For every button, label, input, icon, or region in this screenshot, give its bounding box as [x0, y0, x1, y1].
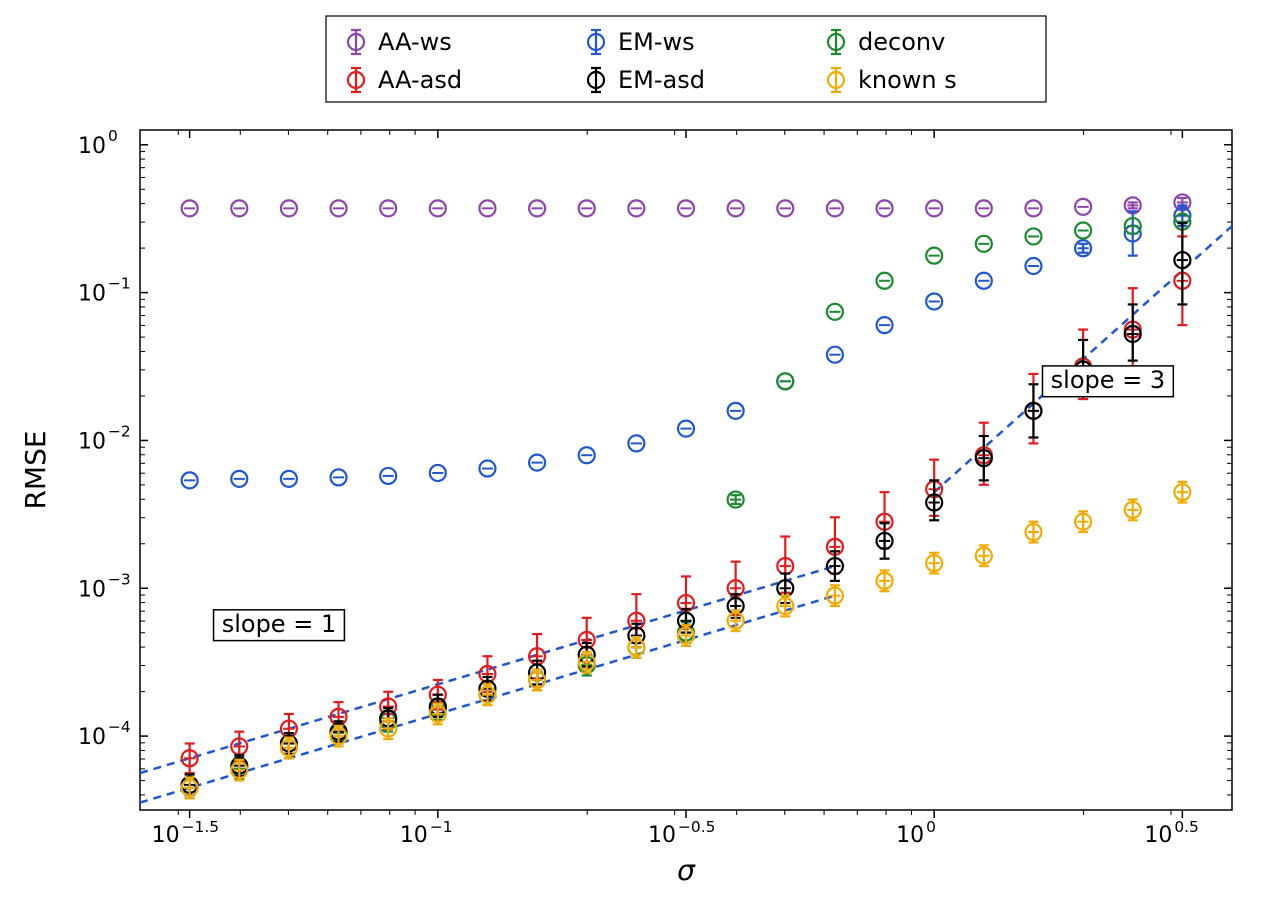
- svg-text:−0.5: −0.5: [678, 818, 715, 836]
- svg-text:−4: −4: [108, 718, 131, 736]
- svg-text:0: 0: [108, 127, 118, 145]
- svg-text:10: 10: [78, 282, 106, 307]
- svg-text:0: 0: [926, 818, 936, 836]
- legend-label: AA-ws: [378, 28, 452, 56]
- svg-text:10: 10: [648, 823, 676, 848]
- svg-text:10: 10: [1144, 823, 1172, 848]
- svg-text:−3: −3: [108, 570, 131, 588]
- svg-text:slope = 1: slope = 1: [222, 610, 337, 638]
- legend-label: deconv: [858, 28, 945, 56]
- svg-text:10: 10: [400, 823, 428, 848]
- legend: AA-ws EM-ws deconv AA-asd EM-asd known s: [326, 16, 1046, 102]
- x-axis-label: σ: [677, 854, 696, 887]
- svg-text:−2: −2: [108, 422, 131, 440]
- legend-label: known s: [858, 66, 957, 94]
- svg-text:0.5: 0.5: [1174, 818, 1198, 836]
- svg-text:−1: −1: [430, 818, 453, 836]
- svg-text:10: 10: [896, 823, 924, 848]
- svg-text:slope = 3: slope = 3: [1051, 366, 1166, 394]
- svg-text:10: 10: [78, 725, 106, 750]
- chart-container: 10−1.510−110−0.5100100.510−410−310−210−1…: [0, 0, 1262, 900]
- legend-label: AA-asd: [378, 66, 462, 94]
- svg-text:10: 10: [152, 823, 180, 848]
- legend-label: EM-asd: [618, 66, 705, 94]
- legend-label: EM-ws: [618, 28, 695, 56]
- chart-svg: 10−1.510−110−0.5100100.510−410−310−210−1…: [0, 0, 1262, 900]
- svg-text:−1.5: −1.5: [182, 818, 219, 836]
- svg-text:−1: −1: [108, 275, 131, 293]
- annotation: slope = 1: [214, 610, 345, 641]
- svg-text:10: 10: [78, 134, 106, 159]
- svg-text:10: 10: [78, 577, 106, 602]
- y-axis-label: RMSE: [19, 430, 52, 509]
- svg-text:10: 10: [78, 429, 106, 454]
- annotation: slope = 3: [1042, 366, 1173, 397]
